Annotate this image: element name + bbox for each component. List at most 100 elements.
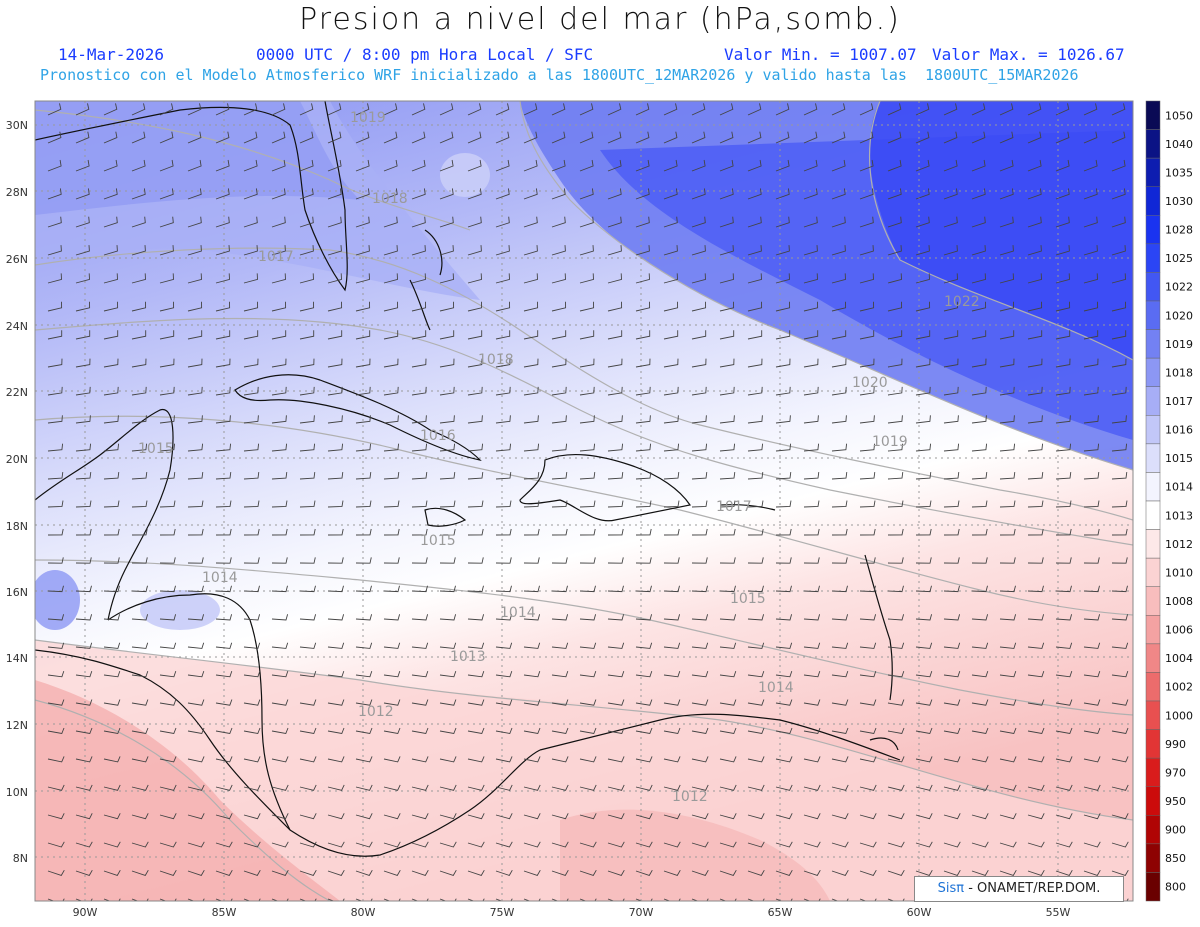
wind-barb (803, 443, 820, 452)
wind-barb (467, 415, 483, 424)
wind-barb (243, 358, 259, 368)
wind-barb (439, 188, 454, 200)
wind-barb (775, 727, 793, 735)
wind-barb (859, 330, 875, 340)
wind-barb (859, 699, 877, 706)
wind-barb (1027, 614, 1045, 621)
wind-barb (495, 472, 512, 480)
wind-barb (495, 699, 513, 706)
wind-barb (355, 273, 370, 284)
wind-barb (579, 273, 594, 284)
wind-barb (775, 756, 793, 763)
wind-barb (243, 670, 261, 678)
wind-barb (663, 443, 680, 452)
wind-barb (607, 841, 625, 848)
wind-barb (691, 386, 707, 396)
wind-barb (579, 500, 596, 508)
wind-barb (943, 472, 960, 480)
wind-barb (439, 699, 457, 706)
wind-barb (775, 614, 793, 621)
wind-barb (831, 614, 849, 621)
wind-barb (859, 841, 877, 848)
wind-barb (831, 642, 849, 649)
wind-barb (635, 443, 652, 452)
wind-barb (467, 330, 483, 340)
wind-barb (103, 813, 121, 820)
wind-barb (971, 245, 986, 256)
wind-barb (215, 756, 233, 763)
wind-barb (215, 386, 231, 396)
wind-barb (999, 727, 1017, 735)
wind-barb (523, 188, 538, 200)
wind-barb (663, 500, 680, 508)
wind-barb (187, 273, 202, 284)
wind-barb (411, 472, 428, 480)
wind-barb (719, 273, 734, 284)
wind-barb (691, 301, 707, 312)
wind-barb (523, 500, 540, 508)
wind-barb (607, 103, 622, 116)
wind-barb (271, 841, 289, 848)
wind-barb (1055, 103, 1070, 116)
wind-barb (187, 699, 205, 706)
wind-barb (1055, 869, 1073, 876)
wind-barb (1111, 159, 1126, 172)
wind-barb (131, 528, 148, 536)
wind-barb (523, 415, 539, 424)
wind-barb (915, 103, 930, 116)
wind-barb (887, 813, 905, 820)
wind-barb (635, 557, 652, 564)
wind-barb (299, 813, 317, 820)
wind-barb (943, 386, 959, 396)
wind-barb (915, 841, 933, 848)
wind-barb (747, 273, 762, 284)
wind-barb (635, 159, 650, 172)
wind-barb (831, 869, 849, 876)
wind-barb (187, 216, 202, 228)
wind-barb (635, 386, 651, 396)
wind-barb (999, 273, 1014, 284)
wind-barb (299, 472, 316, 480)
wind-barb (719, 103, 734, 116)
contour-label: 1020 (852, 375, 888, 391)
wind-barb (691, 699, 709, 706)
wind-barb (635, 841, 653, 848)
wind-barb (775, 131, 790, 144)
wind-barb (355, 301, 371, 312)
wind-barb (1111, 415, 1127, 424)
wind-barb (271, 301, 287, 312)
wind-barb (1027, 841, 1045, 848)
contour-label: 1012 (358, 704, 394, 720)
wind-barb (299, 642, 317, 649)
wind-barb (551, 472, 568, 480)
wind-barb (327, 330, 343, 340)
wind-barb (187, 131, 202, 144)
wind-barb (355, 557, 372, 564)
wind-barb (299, 528, 316, 536)
lat-label: 12N (6, 719, 28, 732)
wind-barb (719, 216, 734, 228)
wind-barb (103, 103, 118, 116)
wind-barb (1055, 784, 1073, 791)
wind-barb (523, 699, 541, 706)
wind-barb (187, 159, 202, 172)
wind-barb (607, 386, 623, 396)
wind-barb (915, 869, 933, 876)
wind-barb (1111, 784, 1129, 791)
wind-barb (1111, 500, 1128, 508)
wind-barb (859, 443, 876, 452)
wind-barb (943, 699, 961, 706)
wind-barb (1027, 358, 1043, 368)
wind-barb (187, 358, 203, 368)
wind-barb (1055, 273, 1070, 284)
wind-barb (859, 131, 874, 144)
wind-barb (131, 386, 147, 396)
wind-barb (355, 642, 373, 649)
colorbar-legend: 1050 1040 1035 1030 1028 1025 1022 1020 1019 1018… (1145, 100, 1193, 902)
wind-barb (915, 756, 933, 763)
colorbar-swatch (1145, 872, 1161, 902)
wind-barb (859, 472, 876, 480)
wind-barb (1083, 330, 1099, 340)
wind-barb (131, 301, 147, 312)
